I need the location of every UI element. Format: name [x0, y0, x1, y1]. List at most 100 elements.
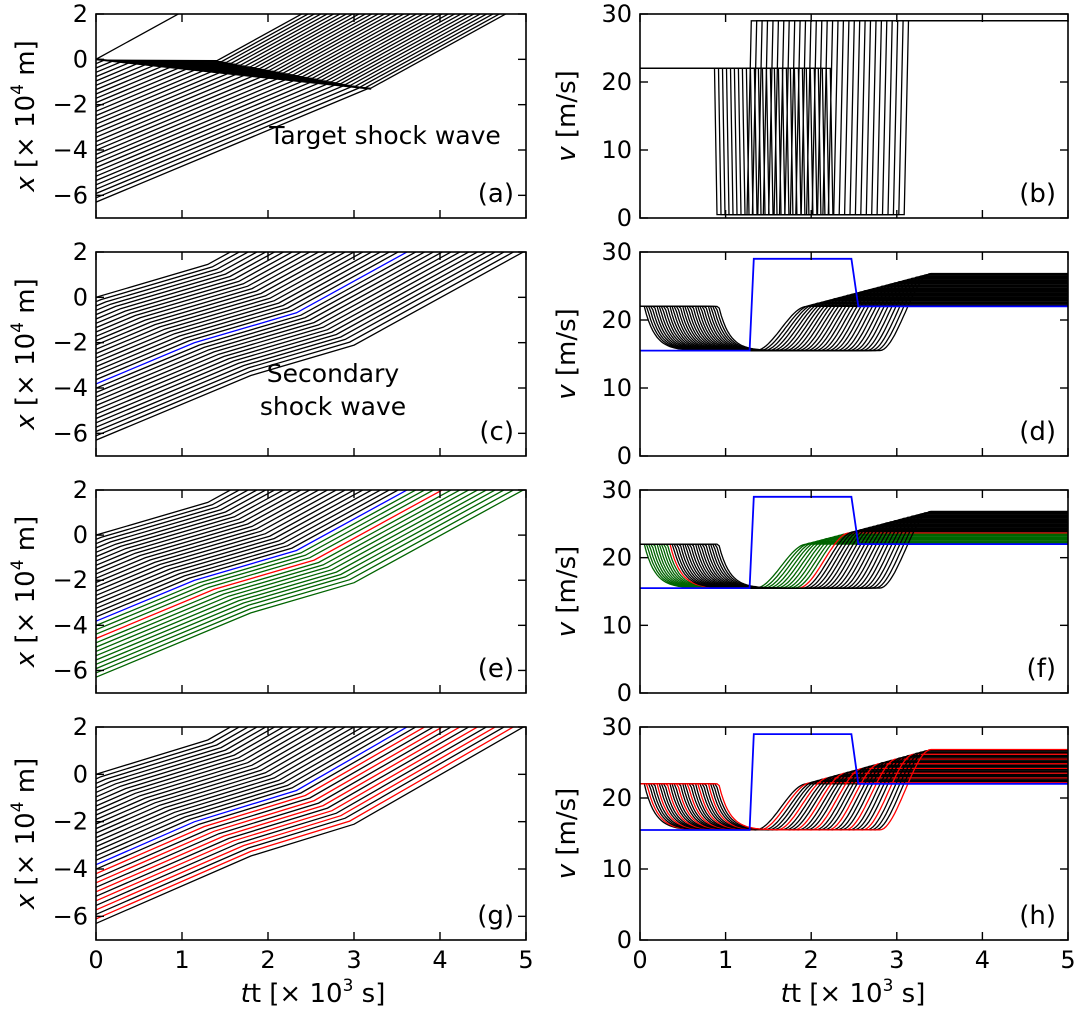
controlled-vehicle-velocity: [640, 748, 1068, 831]
vehicle-velocity: [640, 283, 1068, 352]
x-axis-title-left-pre: t [× 10: [251, 979, 343, 1009]
annotation: shock wave: [260, 392, 406, 421]
vehicle-trajectory: [96, 14, 348, 95]
y-axis-title: v [m/s]: [552, 546, 582, 638]
vehicle-trajectory: [96, 490, 303, 571]
x-tick-label: 1: [174, 946, 189, 974]
vehicle-trajectory: [96, 727, 373, 848]
panel-b: 0 10 20 30 v [m/s] (b): [552, 0, 1069, 232]
vehicle-trajectory: [96, 252, 356, 359]
vehicle-trajectory: [96, 252, 294, 329]
vehicle-trajectory: [96, 252, 338, 350]
shock-front: [96, 58, 372, 90]
following-vehicle-trajectory: [96, 490, 462, 648]
y-tick-label: 30: [601, 238, 632, 266]
plot-frame: [95, 13, 527, 219]
panel-label: (d): [1019, 417, 1056, 447]
panel-label: (c): [479, 417, 514, 447]
vehicle-trajectory: [96, 727, 453, 888]
vehicle-trajectory: [96, 252, 488, 424]
vehicle-trajectory: [96, 14, 444, 160]
vehicle-trajectory: [96, 14, 463, 173]
x-tick-label: 4: [432, 946, 447, 974]
x-axis-title-left-exp: 3: [343, 976, 354, 996]
vehicle-trajectory: [96, 14, 361, 104]
vehicle-velocity: [640, 523, 1068, 589]
controlled-vehicle-trajectory: [96, 727, 426, 875]
vehicle-trajectory: [96, 14, 374, 112]
y-axis-title: v [m/s]: [552, 70, 582, 162]
vehicle-trajectory: [96, 252, 462, 411]
vehicle-trajectory: [96, 14, 418, 143]
vehicle-trajectory: [96, 727, 382, 852]
plot-area-f: [640, 495, 1068, 589]
y-tick-label: −6: [53, 902, 88, 930]
vehicle-trajectory: [96, 252, 347, 355]
x-tick-label: 3: [889, 946, 904, 974]
vehicle-trajectory: [96, 490, 259, 549]
y-tick-label: 2: [73, 476, 88, 504]
y-tick-label: −6: [53, 656, 88, 684]
following-vehicle-trajectory: [96, 490, 418, 627]
y-tick-label: 30: [601, 476, 632, 504]
y-tick-label: −2: [53, 566, 88, 594]
controlled-vehicle-velocity: [640, 733, 1068, 831]
vehicle-trajectory: [96, 490, 374, 605]
vehicle-trajectory: [96, 252, 276, 320]
vehicle-trajectory: [96, 252, 515, 437]
vehicle-trajectory: [96, 727, 259, 789]
vehicle-trajectory: [96, 490, 285, 562]
vehicle-trajectory: [96, 252, 471, 415]
vehicle-velocity: [640, 760, 1068, 831]
vehicle-trajectory: [96, 727, 400, 861]
following-vehicle-trajectory: [96, 490, 506, 670]
y-tick-label: 20: [601, 784, 632, 812]
vehicle-trajectory: [96, 14, 425, 147]
plot-area-b: [640, 20, 1068, 216]
y-axis-title-exp: 4: [8, 322, 28, 333]
vehicle-trajectory: [96, 727, 285, 802]
y-tick-label: 0: [617, 204, 632, 232]
vehicle-trajectory: [96, 727, 312, 816]
vehicle-trajectory: [96, 14, 329, 82]
controlled-vehicle-trajectory: [96, 727, 497, 911]
vehicle-trajectory: [96, 252, 444, 402]
y-axis-title-rest: [m/s]: [552, 308, 582, 384]
plot-area-h: [640, 733, 1068, 831]
y-tick-label: −2: [53, 91, 88, 119]
panel-label: (e): [478, 654, 514, 684]
vehicle-trajectory: [96, 727, 347, 834]
y-tick-label: 0: [73, 283, 88, 311]
y-tick-label: 0: [73, 760, 88, 788]
y-tick-label: 30: [601, 0, 632, 28]
vehicle-trajectory: [96, 490, 312, 575]
vehicle-trajectory: [96, 727, 488, 906]
vehicle-trajectory: [96, 727, 276, 798]
y-tick-label: 2: [73, 238, 88, 266]
vehicle-velocity: [640, 766, 1068, 831]
y-tick-label: 20: [601, 544, 632, 572]
following-vehicle-trajectory: [96, 490, 453, 644]
vehicle-trajectory: [96, 727, 418, 870]
y-axis-title-var: v: [552, 384, 582, 400]
controlled-vehicle-velocity: [640, 763, 1068, 831]
vehicle-trajectory: [96, 727, 241, 780]
vehicle-trajectory: [96, 252, 506, 433]
plot-frame: [639, 13, 1069, 219]
vehicle-trajectory: [96, 14, 304, 65]
x-axis-title-right-post: s]: [893, 979, 925, 1009]
plot-frame: [639, 251, 1069, 457]
vehicle-trajectory: [96, 252, 479, 420]
y-tick-label: 10: [601, 611, 632, 639]
vehicle-velocity: [640, 519, 1068, 589]
y-axis-title: x [× 104 m]: [8, 278, 41, 431]
vehicle-trajectory: [96, 490, 241, 541]
vehicle-trajectory: [96, 252, 268, 316]
y-axis-title: v [m/s]: [552, 788, 582, 880]
vehicle-velocity: [640, 285, 1068, 352]
y-axis-title-rest: [m/s]: [552, 70, 582, 146]
following-vehicle-trajectory: [96, 490, 479, 657]
annotation: Target shock wave: [268, 121, 501, 150]
y-axis-title-post: m]: [11, 40, 41, 84]
vehicle-trajectory: [96, 490, 338, 588]
